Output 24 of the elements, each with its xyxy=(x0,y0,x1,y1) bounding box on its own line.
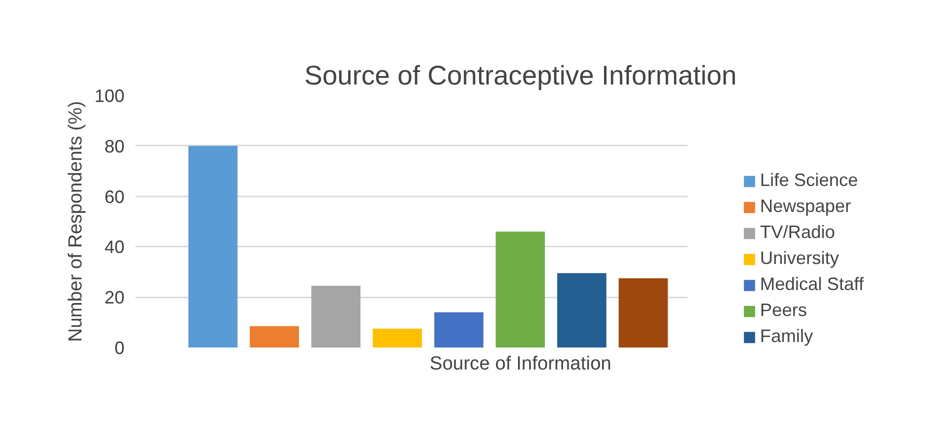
legend-label: Medical Staff xyxy=(760,274,864,295)
bar xyxy=(311,286,360,348)
y-tick-label: 80 xyxy=(104,136,125,156)
legend-label: Peers xyxy=(760,300,808,321)
legend-label: TV/Radio xyxy=(760,222,836,243)
bar xyxy=(618,278,668,348)
bar xyxy=(496,232,545,348)
y-tick-label: 0 xyxy=(114,338,125,358)
y-tick-label: 60 xyxy=(104,186,125,207)
bar xyxy=(557,273,606,348)
y-tick-label: 100 xyxy=(94,86,125,106)
legend-label: Life Science xyxy=(760,170,858,191)
bar xyxy=(372,328,422,348)
bar xyxy=(434,312,484,348)
legend-label: Newspaper xyxy=(760,196,852,217)
x-axis-title: Source of Information xyxy=(430,354,612,374)
chart-title: Source of Contraceptive Information xyxy=(304,60,737,90)
y-tick-label: 40 xyxy=(104,237,125,258)
bar xyxy=(188,146,238,348)
y-tick-label: 20 xyxy=(104,288,125,308)
legend-label: Family xyxy=(760,326,813,347)
y-axis-title: Number of Respondents (%) xyxy=(65,101,86,342)
bar xyxy=(250,326,300,348)
legend-label: University xyxy=(760,248,840,269)
